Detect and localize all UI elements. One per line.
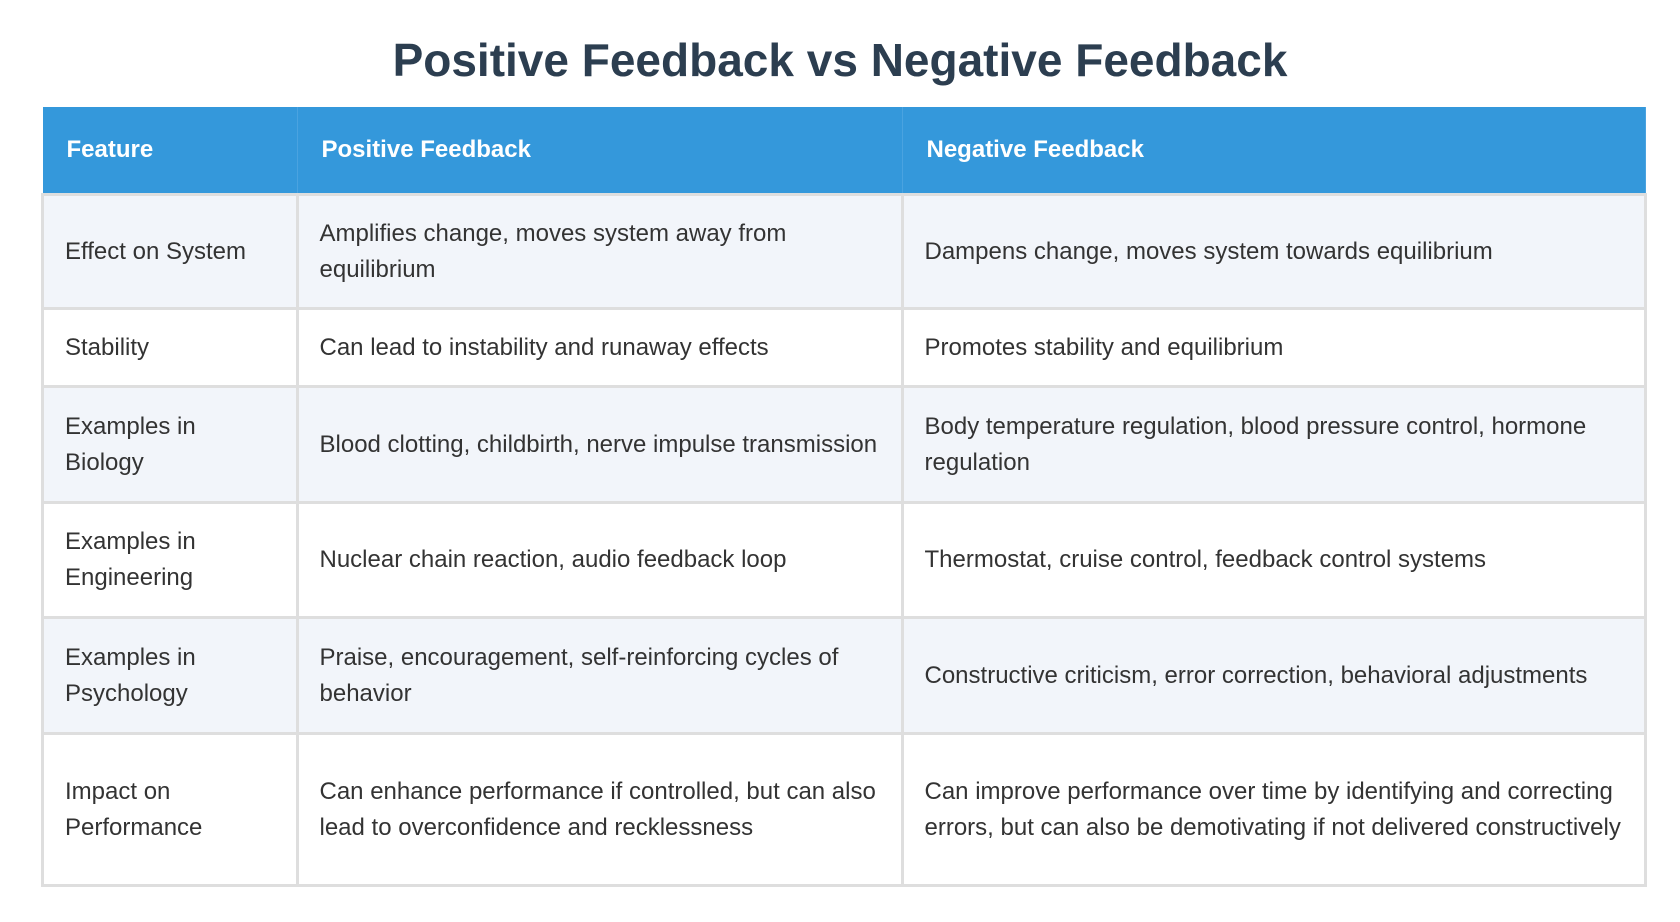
comparison-table: Feature Positive Feedback Negative Feedb… [41,107,1647,887]
page-title: Positive Feedback vs Negative Feedback [392,34,1288,86]
negative-cell: Body temperature regulation, blood press… [900,385,1647,504]
table-row: Examples in Biology Blood clotting, chil… [41,385,1647,504]
table-row: Examples in Engineering Nuclear chain re… [41,501,1647,619]
positive-cell: Praise, encouragement, self-reinforcing … [295,616,904,735]
column-header-positive: Positive Feedback [297,107,903,195]
positive-cell: Can lead to instability and runaway effe… [295,307,904,388]
table-row: Stability Can lead to instability and ru… [41,307,1647,388]
table-row: Effect on System Amplifies change, moves… [41,193,1647,310]
feature-cell: Examples in Psychology [41,616,299,735]
column-header-negative: Negative Feedback [902,107,1646,195]
feature-cell: Stability [41,307,299,388]
feature-cell: Examples in Biology [41,385,299,504]
negative-cell: Thermostat, cruise control, feedback con… [900,501,1647,619]
negative-cell: Dampens change, moves system towards equ… [900,193,1647,310]
positive-cell: Can enhance performance if controlled, b… [295,732,904,887]
negative-cell: Constructive criticism, error correction… [900,616,1647,735]
header-row: Feature Positive Feedback Negative Feedb… [42,107,1646,195]
positive-cell: Nuclear chain reaction, audio feedback l… [295,501,904,619]
negative-cell: Promotes stability and equilibrium [900,307,1647,388]
feature-cell: Impact on Performance [41,732,299,887]
feature-cell: Examples in Engineering [41,501,299,619]
positive-cell: Amplifies change, moves system away from… [295,193,904,310]
positive-cell: Blood clotting, childbirth, nerve impuls… [295,385,904,504]
feature-cell: Effect on System [41,193,299,310]
column-header-feature: Feature [42,107,298,195]
table-row: Examples in Psychology Praise, encourage… [41,616,1647,735]
negative-cell: Can improve performance over time by ide… [900,732,1647,887]
table-row: Impact on Performance Can enhance perfor… [41,732,1647,887]
